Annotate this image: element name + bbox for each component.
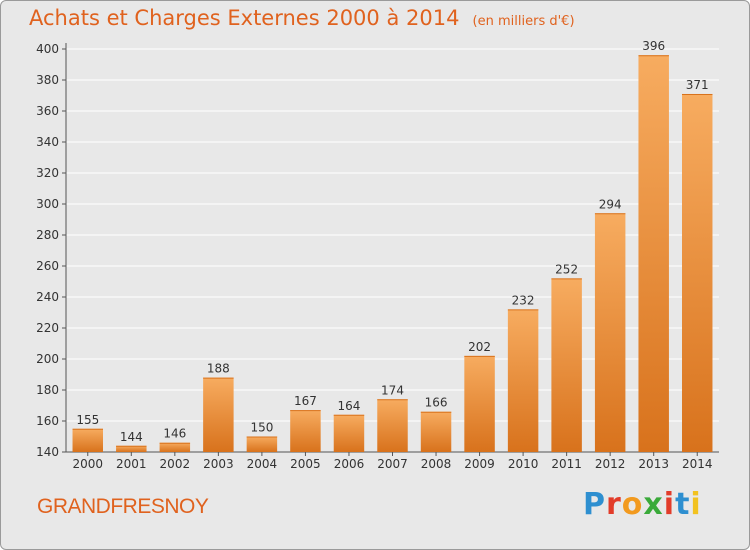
bar: [116, 445, 147, 452]
bar-value-label: 155: [76, 413, 99, 427]
bar: [159, 442, 191, 452]
x-tick-label: 2003: [203, 457, 234, 471]
brand-letter: i: [663, 487, 676, 522]
bar: [638, 55, 669, 452]
brand-letter: o: [621, 487, 644, 522]
bar: [464, 355, 495, 452]
bar-value-label: 166: [425, 396, 448, 410]
bar-value-label: 396: [642, 39, 665, 53]
labels: 140 160 180 200 220 240 260 280 300 320 340 360 380 4…: [36, 39, 712, 471]
brand-letter: P: [583, 487, 606, 522]
y-tick-label: 140: [36, 445, 59, 459]
x-tick-label: 2011: [551, 457, 582, 471]
bar-value-label: 150: [250, 421, 273, 435]
x-tick-label: 2006: [334, 457, 365, 471]
x-tick-label: 2014: [682, 457, 713, 471]
bar-value-label: 174: [381, 383, 404, 397]
bar: [290, 410, 321, 452]
bar-value-label: 371: [686, 78, 709, 92]
x-tick-label: 2008: [421, 457, 452, 471]
bar-value-label: 202: [468, 340, 491, 354]
y-tick-label: 380: [36, 73, 59, 87]
y-tick-label: 280: [36, 228, 59, 242]
bar-value-label: 188: [207, 362, 230, 376]
brand-letter: i: [690, 487, 702, 522]
bar: [333, 414, 365, 452]
proxiti-logo: Proxiti: [583, 487, 702, 522]
bar: [72, 428, 104, 452]
bar: [246, 436, 278, 452]
bar-value-label: 232: [512, 293, 535, 307]
bar-value-label: 164: [338, 399, 361, 413]
y-tick-label: 300: [36, 197, 59, 211]
bars: [72, 55, 713, 452]
y-tick-label: 200: [36, 352, 59, 366]
x-tick-label: 2013: [638, 457, 669, 471]
bar-value-label: 294: [599, 197, 622, 211]
x-tick-label: 2000: [72, 457, 103, 471]
y-tick-label: 340: [36, 135, 59, 149]
commune-name: GRANDFRESNOY: [37, 495, 209, 518]
x-tick-label: 2010: [508, 457, 539, 471]
y-tick-label: 400: [36, 42, 59, 56]
y-tick-label: 260: [36, 259, 59, 273]
title-unit: (en milliers d'€): [472, 14, 575, 29]
bar-value-label: 252: [555, 262, 578, 276]
bar-value-label: 146: [163, 427, 186, 441]
y-tick-label: 160: [36, 414, 59, 428]
x-tick-label: 2004: [247, 457, 278, 471]
bar: [507, 309, 539, 452]
brand-letter: x: [643, 487, 664, 522]
x-tick-label: 2009: [464, 457, 495, 471]
bar: [203, 377, 234, 452]
brand-letter: r: [606, 487, 622, 522]
bar: [551, 278, 582, 452]
title-text: Achats et Charges Externes 2000 à 2014: [29, 6, 460, 30]
y-tick-label: 240: [36, 290, 59, 304]
x-tick-label: 2007: [377, 457, 408, 471]
y-tick-label: 180: [36, 383, 59, 397]
bar-value-label: 144: [120, 430, 143, 444]
x-tick-label: 2005: [290, 457, 321, 471]
y-tick-label: 360: [36, 104, 59, 118]
chart-title: Achats et Charges Externes 2000 à 2014 (…: [29, 6, 575, 30]
bar: [420, 411, 452, 452]
x-tick-label: 2012: [595, 457, 626, 471]
bar: [681, 93, 713, 452]
bar-value-label: 167: [294, 394, 317, 408]
brand-letter: t: [675, 487, 691, 522]
x-tick-label: 2001: [116, 457, 147, 471]
bar: [377, 399, 408, 452]
y-tick-label: 320: [36, 166, 59, 180]
x-tick-label: 2002: [160, 457, 191, 471]
bar: [594, 213, 626, 452]
y-tick-label: 220: [36, 321, 59, 335]
